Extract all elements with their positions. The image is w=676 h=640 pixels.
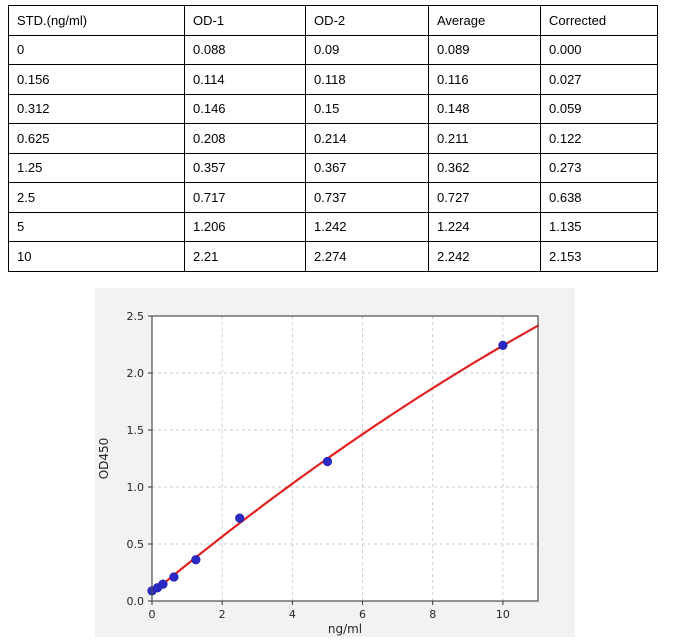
x-tick-label: 4	[289, 608, 296, 621]
table-cell: 0.059	[540, 93, 658, 124]
table-cell: 1.25	[8, 152, 185, 183]
x-tick-label: 6	[359, 608, 366, 621]
table-cell: 0.312	[8, 93, 185, 124]
y-tick-label: 2.5	[127, 310, 145, 323]
table-cell: 2.242	[428, 241, 541, 272]
table-cell: 0.118	[305, 64, 429, 95]
standards-table-body: 0 0.088 0.09 0.089 0.000 0.156 0.114 0.118 0.116…	[8, 34, 658, 272]
data-point	[158, 579, 168, 589]
data-point	[322, 456, 333, 467]
table-row: 0 0.088 0.09 0.089 0.000	[8, 34, 658, 65]
column-header: OD-1	[184, 5, 306, 36]
table-cell: 0.717	[184, 182, 306, 213]
standard-curve-chart: 0 2 4 6 8 10 0.0 0.5 1.0 1.5 2.0 2.5 ng/ml OD450	[97, 310, 540, 636]
table-cell: 10	[8, 241, 185, 272]
table-cell: 0.638	[540, 182, 658, 213]
data-point	[191, 555, 201, 565]
y-tick-label: 1.0	[127, 481, 145, 494]
table-cell: 1.206	[184, 211, 306, 242]
table-cell: 0.089	[428, 34, 541, 65]
table-cell: 1.224	[428, 211, 541, 242]
column-header: STD.(ng/ml)	[8, 5, 185, 36]
table-cell: 0.027	[540, 64, 658, 95]
header-row: STD.(ng/ml) OD-1 OD-2 Average Corrected	[8, 5, 658, 36]
x-tick-label: 2	[219, 608, 226, 621]
table-cell: 0.214	[305, 123, 429, 154]
table-cell: 0.000	[540, 34, 658, 65]
table-cell: 1.242	[305, 211, 429, 242]
data-point	[169, 572, 179, 582]
table-cell: 5	[8, 211, 185, 242]
table-cell: 0.211	[428, 123, 541, 154]
y-tick-label: 0.5	[127, 538, 145, 551]
table-cell: 0	[8, 34, 185, 65]
y-axis-label: OD450	[97, 438, 111, 480]
y-tick-label: 0.0	[127, 595, 145, 608]
column-header: Average	[428, 5, 541, 36]
table-cell: 0.273	[540, 152, 658, 183]
table-cell: 0.625	[8, 123, 185, 154]
table-cell: 2.274	[305, 241, 429, 272]
table-row: 0.625 0.208 0.214 0.211 0.122	[8, 123, 658, 154]
table-cell: 0.088	[184, 34, 306, 65]
table-row: 2.5 0.717 0.737 0.727 0.638	[8, 182, 658, 213]
standards-table-head: STD.(ng/ml) OD-1 OD-2 Average Corrected	[8, 5, 658, 36]
table-cell: 0.156	[8, 64, 185, 95]
table-cell: 0.15	[305, 93, 429, 124]
table-cell: 0.737	[305, 182, 429, 213]
x-tick-label: 0	[149, 608, 156, 621]
fit-curve-line	[150, 324, 540, 595]
table-cell: 0.146	[184, 93, 306, 124]
standards-table: STD.(ng/ml) OD-1 OD-2 Average Corrected 0 0.0…	[8, 5, 658, 272]
table-row: 0.156 0.114 0.118 0.116 0.027	[8, 64, 658, 95]
column-header: Corrected	[540, 5, 658, 36]
column-header: OD-2	[305, 5, 429, 36]
table-cell: 2.21	[184, 241, 306, 272]
table-cell: 2.153	[540, 241, 658, 272]
table-cell: 0.208	[184, 123, 306, 154]
table-cell: 1.135	[540, 211, 658, 242]
table-cell: 0.148	[428, 93, 541, 124]
table-cell: 0.114	[184, 64, 306, 95]
table-row: 1.25 0.357 0.367 0.362 0.273	[8, 152, 658, 183]
x-tick-label: 8	[429, 608, 436, 621]
x-axis-label: ng/ml	[328, 622, 362, 636]
table-cell: 0.122	[540, 123, 658, 154]
y-tick-label: 2.0	[127, 367, 145, 380]
standard-curve-figure: 0 2 4 6 8 10 0.0 0.5 1.0 1.5 2.0 2.5 ng/ml OD450	[95, 288, 575, 637]
x-tick-label: 10	[496, 608, 510, 621]
plot-border	[151, 315, 539, 602]
table-cell: 0.09	[305, 34, 429, 65]
table-cell: 2.5	[8, 182, 185, 213]
data-point	[498, 340, 508, 351]
table-row: 10 2.21 2.274 2.242 2.153	[8, 241, 658, 272]
data-point	[235, 513, 245, 523]
table-cell: 0.357	[184, 152, 306, 183]
table-cell: 0.367	[305, 152, 429, 183]
y-tick-label: 1.5	[127, 424, 145, 437]
table-cell: 0.362	[428, 152, 541, 183]
table-cell: 0.727	[428, 182, 541, 213]
table-row: 0.312 0.146 0.15 0.148 0.059	[8, 93, 658, 124]
table-cell: 0.116	[428, 64, 541, 95]
table-row: 5 1.206 1.242 1.224 1.135	[8, 211, 658, 242]
